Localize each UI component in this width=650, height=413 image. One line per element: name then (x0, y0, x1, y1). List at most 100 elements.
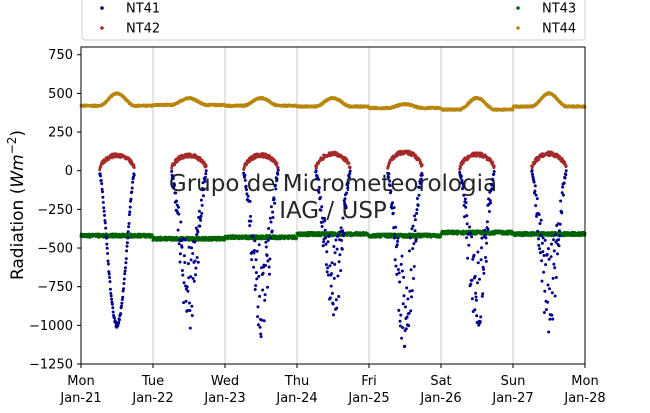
nt41-point (468, 231, 472, 235)
nt41-point (257, 243, 261, 247)
x-tick-label-date: Jan-22 (131, 391, 173, 406)
nt41-point (478, 277, 481, 281)
nt41-point (530, 169, 534, 173)
x-tick-label-day: Wed (211, 374, 239, 389)
nt41-point (245, 188, 248, 192)
nt41-point (106, 262, 110, 266)
x-tick-label-date: Jan-27 (491, 391, 533, 406)
nt41-point (267, 265, 271, 269)
nt41-point (418, 181, 422, 185)
nt41-point (269, 236, 273, 240)
y-tick-label: 0 (65, 164, 73, 179)
nt41-point (548, 317, 552, 321)
nt41-point (262, 319, 266, 323)
nt41-point (125, 249, 129, 253)
nt41-point (272, 198, 276, 201)
nt41-point (322, 240, 326, 244)
nt41-point (189, 258, 193, 262)
nt41-point (490, 187, 494, 191)
nt41-point (188, 309, 192, 312)
nt41-point (476, 281, 479, 285)
nt41-point (202, 187, 206, 191)
nt41-point (347, 176, 351, 180)
nt42-point (132, 163, 136, 167)
nt41-point (189, 275, 193, 279)
nt41-point (340, 238, 343, 242)
nt41-point (334, 298, 338, 302)
nt41-point (126, 230, 130, 234)
nt41-point (264, 240, 268, 244)
nt41-point (101, 200, 105, 204)
nt41-point (468, 225, 472, 229)
nt41-point (204, 172, 208, 176)
nt41-point (541, 236, 545, 240)
nt41-point (342, 231, 346, 235)
nt41-point (176, 228, 180, 232)
nt41-point (130, 186, 134, 190)
y-tick-label: −750 (37, 280, 73, 295)
nt41-point (402, 294, 406, 298)
nt41-point (388, 179, 392, 183)
legend-marker-nt43 (516, 6, 520, 10)
y-axis-label-close: ) (8, 130, 28, 137)
nt41-point (130, 190, 134, 194)
x-tick-label-day: Mon (571, 374, 598, 389)
nt41-point (105, 236, 108, 240)
nt42-point (492, 164, 496, 168)
nt41-point (197, 209, 201, 213)
nt41-point (186, 289, 190, 293)
y-axis-label-unit: Wm (8, 154, 28, 187)
nt41-point (486, 228, 490, 231)
nt41-point (536, 229, 540, 233)
nt41-point (110, 297, 114, 301)
nt41-point (463, 197, 467, 201)
nt41-point (122, 287, 125, 291)
nt41-point (99, 174, 102, 178)
nt41-point (393, 236, 396, 240)
nt41-point (180, 269, 184, 272)
nt42-point (276, 166, 280, 170)
nt41-point (415, 211, 419, 215)
nt41-point (119, 312, 123, 316)
nt41-point (484, 256, 487, 259)
nt41-point (557, 229, 561, 233)
nt41-point (254, 284, 258, 288)
nt41-point (465, 222, 469, 226)
nt42-point (347, 161, 351, 165)
nt41-point (320, 225, 324, 228)
nt41-point (399, 313, 403, 317)
nt41-point (547, 330, 551, 334)
nt41-point (174, 191, 178, 195)
nt41-point (413, 218, 417, 222)
nt41-point (196, 230, 200, 234)
nt41-point (537, 213, 541, 216)
nt41-point (112, 316, 116, 320)
nt41-point (470, 235, 474, 239)
nt41-point (193, 259, 197, 263)
nt41-point (110, 302, 114, 306)
nt42-point (420, 163, 424, 167)
nt41-point (268, 272, 271, 276)
nt41-point (336, 274, 340, 278)
nt41-point (331, 302, 335, 306)
nt41-point (550, 313, 554, 317)
y-tick-label: 500 (48, 87, 73, 102)
nt41-point (341, 216, 345, 220)
nt41-point (320, 205, 324, 209)
nt41-point (178, 252, 182, 256)
nt41-point (480, 294, 484, 298)
nt41-point (199, 214, 203, 218)
nt41-point (414, 238, 418, 242)
nt41-point (534, 193, 538, 197)
watermark-line: IAG / USP (279, 198, 387, 224)
nt41-point (402, 275, 406, 279)
y-tick-label: −1000 (29, 319, 73, 334)
nt42-point (132, 166, 136, 169)
nt41-point (346, 181, 350, 185)
nt41-point (337, 295, 341, 298)
nt41-point (554, 276, 558, 279)
nt41-point (543, 289, 547, 293)
legend-label-nt41: NT41 (126, 2, 160, 17)
nt41-point (325, 250, 329, 254)
nt41-point (105, 246, 109, 250)
